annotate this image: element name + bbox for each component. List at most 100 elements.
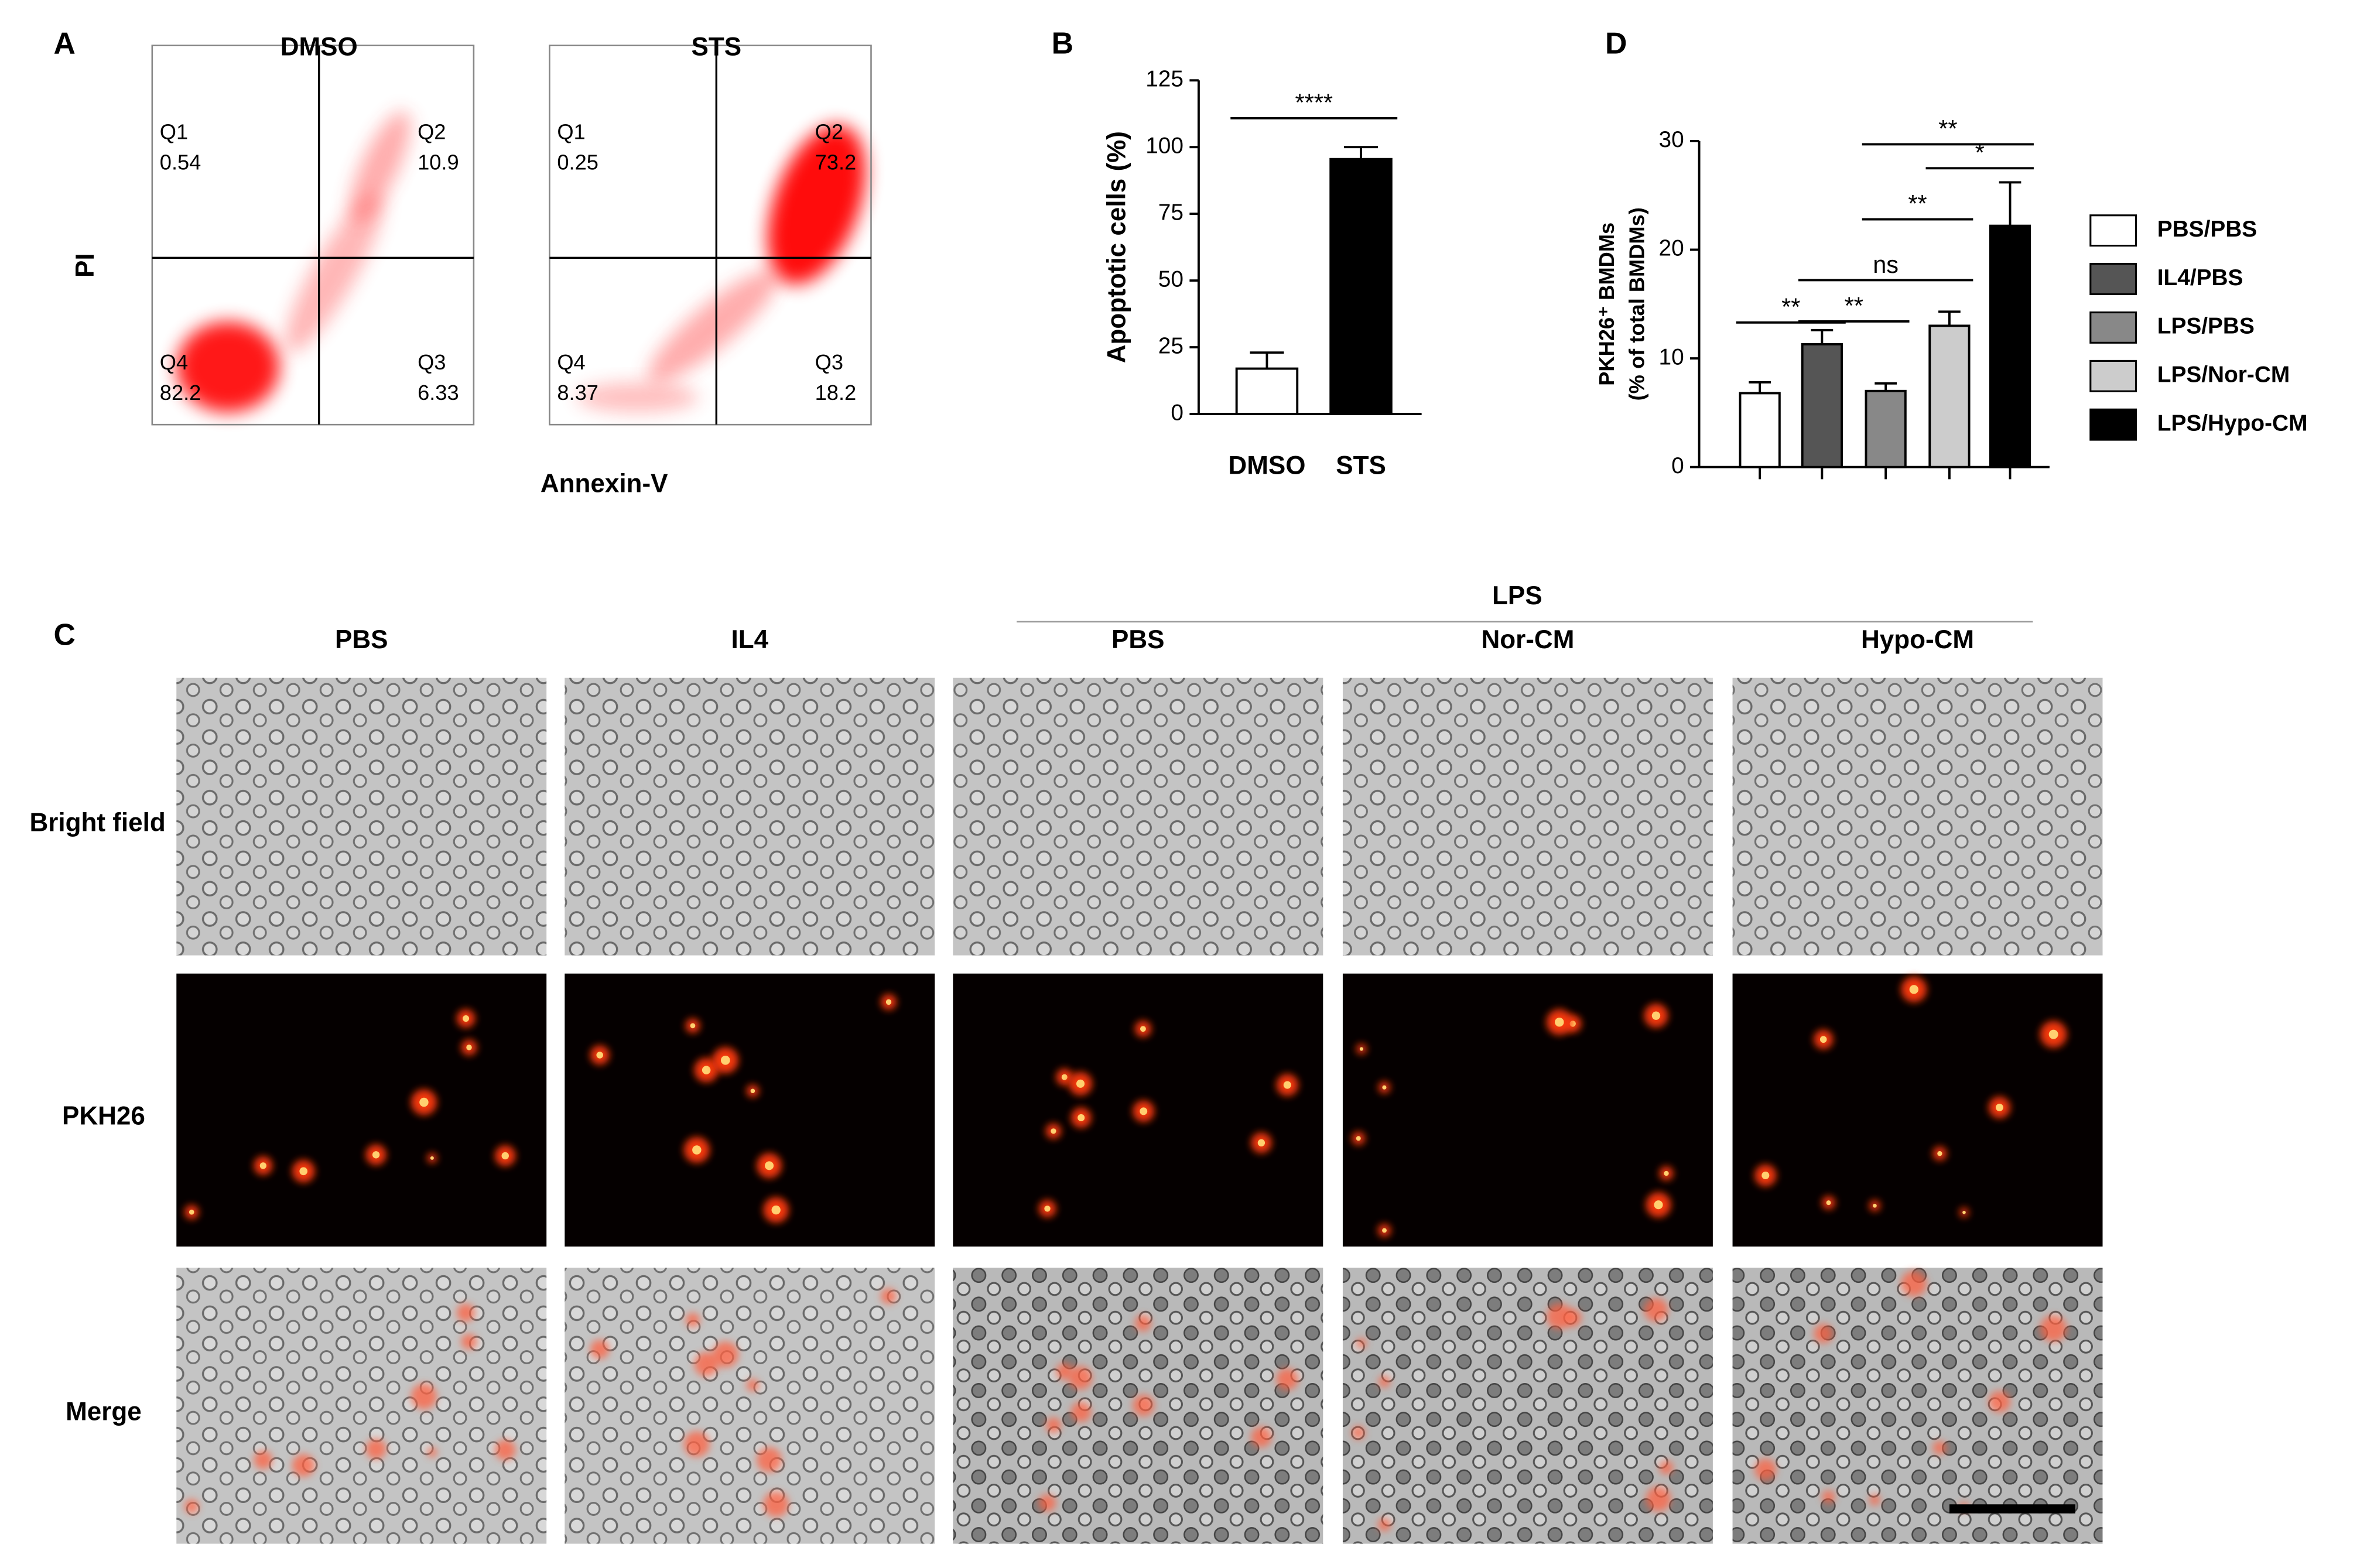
fluorescent-spot <box>757 1447 782 1473</box>
spot-core <box>419 1097 429 1107</box>
y-tick-label: 25 <box>1158 333 1184 358</box>
micrograph <box>1732 973 2103 1247</box>
significance-label: ** <box>1845 292 1863 320</box>
bar <box>1235 367 1299 415</box>
quadrant-value: 10.9 <box>418 150 459 174</box>
fluorescent-spot <box>694 1352 719 1377</box>
x-tick-label: STS <box>1336 451 1386 480</box>
y-tick-label: 10 <box>1658 344 1684 369</box>
fluorescent-spot <box>1932 1440 1947 1455</box>
y-tick-label: 0 <box>1671 453 1684 478</box>
quadrant-value: 8.37 <box>557 381 598 405</box>
fluorescent-spot <box>461 1333 477 1350</box>
plot-title: STS <box>691 33 741 61</box>
fluorescent-spot <box>763 1491 789 1517</box>
micrograph <box>565 677 935 956</box>
significance-label: ** <box>1938 115 1957 142</box>
spot-core <box>1078 1114 1085 1122</box>
y-axis-label: PI <box>71 253 100 278</box>
y-tick-label: 0 <box>1171 400 1184 425</box>
quadrant-name: Q4 <box>160 350 188 374</box>
quadrant-name: Q1 <box>160 119 188 143</box>
micrograph <box>176 1268 547 1544</box>
plot-frame <box>151 44 475 426</box>
bar <box>1801 343 1843 468</box>
fluorescent-spot <box>254 1450 273 1470</box>
spot-core <box>2048 1029 2058 1039</box>
legend-label: LPS/Nor-CM <box>2157 362 2290 388</box>
bar <box>1928 324 1971 468</box>
fluorescent-spot <box>411 1383 437 1410</box>
spot-core <box>1382 1085 1387 1090</box>
fluorescent-spot <box>683 1431 710 1457</box>
panel-label: B <box>1052 26 1073 60</box>
micrograph <box>565 973 935 1247</box>
quadrant-value: 18.2 <box>815 381 857 405</box>
fluorescent-spot <box>1356 1338 1367 1348</box>
spot-core <box>1359 1047 1364 1051</box>
spot-core <box>1076 1079 1085 1088</box>
row-label: Bright field <box>29 808 165 837</box>
quadrant-value: 0.54 <box>160 150 201 174</box>
spot-core <box>1555 1018 1564 1027</box>
density-cloud <box>349 111 411 222</box>
spot-core <box>1044 1206 1051 1212</box>
micrograph <box>1342 677 1713 956</box>
legend-label: LPS/PBS <box>2157 314 2255 339</box>
quadrant-value: 73.2 <box>815 150 857 174</box>
column-label: PBS <box>1111 625 1165 654</box>
quadrant-name: Q3 <box>418 350 446 374</box>
bar <box>1739 392 1781 468</box>
x-tick-label: DMSO <box>1228 451 1305 480</box>
fluorescent-spot <box>456 1303 476 1322</box>
spot-core <box>299 1167 308 1176</box>
plot-frame <box>549 44 872 426</box>
spot-core <box>501 1152 509 1160</box>
spot-core <box>1909 985 1918 994</box>
y-tick-label: 75 <box>1158 200 1184 225</box>
spot-core <box>1819 1036 1827 1043</box>
spot-core <box>885 999 892 1005</box>
fluorescent-spot <box>1068 1366 1093 1390</box>
fluorescent-spot <box>1901 1271 1927 1297</box>
fluorescent-spot <box>1276 1368 1299 1391</box>
quadrant-name: Q1 <box>557 119 585 143</box>
micrograph <box>176 973 547 1247</box>
fluorescent-spot <box>1814 1324 1834 1344</box>
fluorescent-spot <box>1133 1394 1155 1416</box>
fluorescent-spot <box>1377 1518 1391 1532</box>
bar <box>1329 158 1393 415</box>
density-cloud <box>285 193 384 352</box>
y-axis-label: Apoptotic cells (%) <box>1102 131 1131 363</box>
spot-core <box>1962 1210 1966 1214</box>
spot-core <box>1283 1081 1291 1089</box>
fluorescent-spot <box>1038 1494 1056 1512</box>
legend-label: LPS/Hypo-CM <box>2157 410 2308 436</box>
spot-core <box>1654 1200 1663 1210</box>
spot-core <box>1356 1136 1361 1141</box>
legend-label: IL4/PBS <box>2157 265 2243 290</box>
spot-core <box>430 1156 434 1160</box>
fluorescent-spot <box>746 1378 760 1392</box>
spot-core <box>702 1066 711 1074</box>
fluorescent-spot <box>1659 1460 1674 1475</box>
panel-label: D <box>1605 26 1627 60</box>
density-cloud <box>176 321 280 413</box>
column-label: PBS <box>335 625 388 654</box>
fluorescent-spot <box>184 1499 199 1514</box>
fluorescent-spot <box>1546 1303 1572 1330</box>
y-tick-label: 125 <box>1145 67 1184 92</box>
fluorescent-spot <box>427 1447 437 1457</box>
y-tick-label: 20 <box>1658 236 1684 261</box>
spot-core <box>1761 1171 1770 1180</box>
legend-swatch <box>2089 360 2137 392</box>
quadrant-name: Q2 <box>418 119 446 143</box>
spot-core <box>596 1052 603 1059</box>
fluorescent-spot <box>1644 1297 1668 1322</box>
spot-core <box>463 1015 470 1022</box>
fluorescent-spot <box>1646 1486 1671 1512</box>
significance-label: ** <box>1781 293 1800 320</box>
spot-core <box>750 1088 755 1094</box>
quadrant-name: Q3 <box>815 350 843 374</box>
